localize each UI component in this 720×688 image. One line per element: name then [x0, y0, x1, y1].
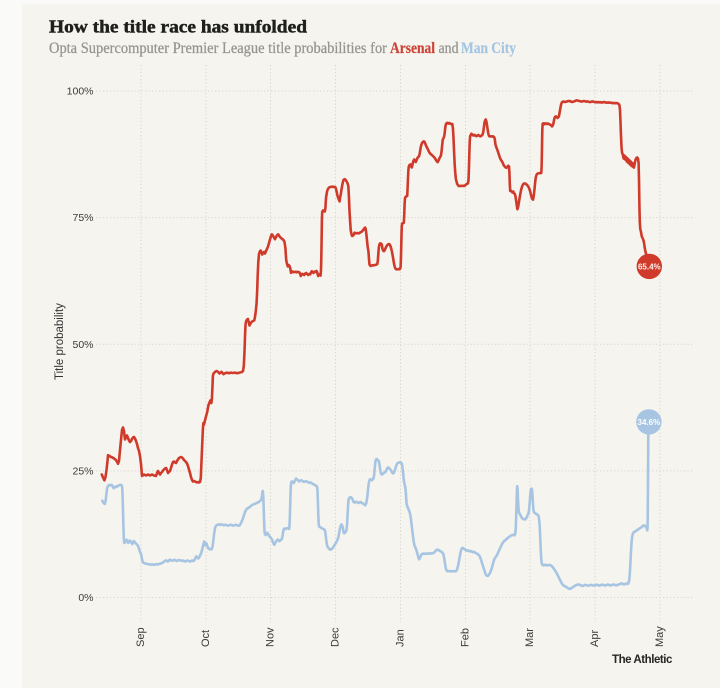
svg-text:How the title race has unfolde: How the title race has unfolded — [49, 17, 307, 37]
svg-text:34.6%: 34.6% — [638, 418, 661, 427]
svg-text:Mar: Mar — [524, 628, 536, 647]
svg-text:May: May — [654, 626, 666, 647]
svg-text:Oct: Oct — [200, 630, 212, 647]
svg-text:Nov: Nov — [264, 627, 276, 647]
svg-text:100%: 100% — [67, 86, 94, 98]
svg-text:75%: 75% — [72, 212, 93, 224]
svg-text:Apr: Apr — [589, 630, 601, 647]
svg-text:and: and — [439, 40, 459, 57]
svg-text:Title probability: Title probability — [54, 303, 66, 380]
svg-text:0%: 0% — [78, 592, 93, 604]
svg-text:25%: 25% — [72, 466, 93, 478]
svg-text:65.4%: 65.4% — [638, 262, 661, 271]
svg-text:50%: 50% — [72, 339, 93, 351]
svg-text:Sep: Sep — [135, 627, 147, 647]
svg-text:Jan: Jan — [394, 629, 406, 647]
svg-text:Feb: Feb — [459, 628, 471, 647]
svg-text:Opta Supercomputer Premier Lea: Opta Supercomputer Premier League title … — [49, 40, 387, 57]
svg-text:Arsenal: Arsenal — [390, 40, 435, 57]
svg-text:Man City: Man City — [461, 40, 516, 57]
svg-text:Dec: Dec — [329, 627, 341, 647]
